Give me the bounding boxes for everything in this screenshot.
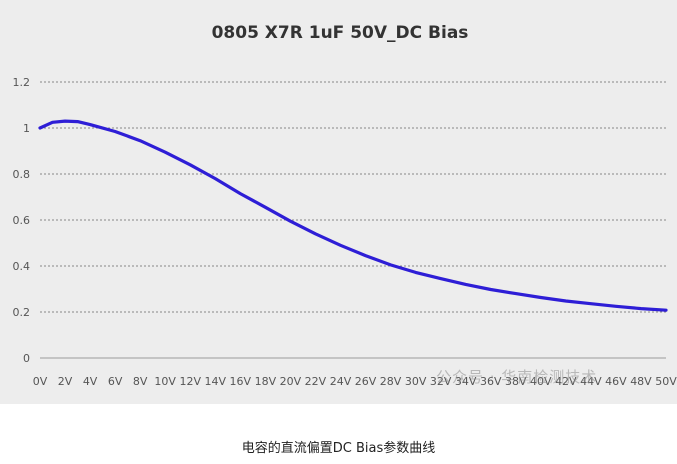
x-tick-label: 8V — [133, 375, 148, 388]
x-tick-label: 6V — [108, 375, 123, 388]
watermark-text: 公众号 · 华南检测技术 — [436, 368, 598, 386]
chart-svg: 0805 X7R 1uF 50V_DC Bias 0 0.2 0.4 0.6 0.8 1 1… — [13, 23, 677, 388]
x-tick-label: 34V — [455, 375, 477, 388]
x-tick-label: 30V — [405, 375, 427, 388]
x-tick-label: 18V — [255, 375, 277, 388]
x-tick-label: 32V — [430, 375, 452, 388]
y-tick-label: 0.4 — [13, 260, 31, 273]
x-tick-label: 12V — [179, 375, 201, 388]
x-tick-label: 48V — [630, 375, 652, 388]
x-tick-label: 24V — [330, 375, 352, 388]
figure-caption: 电容的直流偏置DC Bias参数曲线 — [241, 441, 436, 456]
x-tick-labels: 0V 2V 4V 6V 8V 10V 12V 14V 16V 18V 20V 22V 24V 26V 28V… — [33, 375, 677, 388]
x-tick-label: 28V — [380, 375, 402, 388]
y-tick-label: 0 — [23, 352, 30, 365]
x-tick-label: 50V — [655, 375, 677, 388]
x-tick-label: 42V — [555, 375, 577, 388]
x-tick-label: 0V — [33, 375, 48, 388]
x-tick-label: 26V — [355, 375, 377, 388]
x-tick-label: 36V — [480, 375, 502, 388]
x-tick-label: 14V — [205, 375, 227, 388]
x-tick-label: 2V — [58, 375, 73, 388]
x-tick-label: 20V — [280, 375, 302, 388]
x-tick-label: 46V — [605, 375, 627, 388]
chart-title: 0805 X7R 1uF 50V_DC Bias — [212, 23, 469, 43]
chart-panel: 0805 X7R 1uF 50V_DC Bias 0 0.2 0.4 0.6 0.8 1 1… — [0, 0, 677, 404]
x-tick-label: 10V — [154, 375, 176, 388]
grid-layer — [40, 81, 666, 313]
x-tick-label: 16V — [230, 375, 252, 388]
x-tick-label: 22V — [305, 375, 327, 388]
x-tick-label: 38V — [505, 375, 527, 388]
series-layer — [38, 119, 668, 312]
y-tick-label: 1 — [23, 122, 30, 135]
y-tick-label: 0.2 — [13, 306, 31, 319]
y-tick-label: 1.2 — [13, 76, 31, 89]
y-tick-label: 0.8 — [13, 168, 31, 181]
x-tick-label: 4V — [83, 375, 98, 388]
y-tick-label: 0.6 — [13, 214, 31, 227]
x-tick-label: 44V — [580, 375, 602, 388]
x-tick-label: 40V — [530, 375, 552, 388]
series-line — [38, 119, 668, 312]
y-tick-labels: 0 0.2 0.4 0.6 0.8 1 1.2 — [13, 76, 31, 365]
